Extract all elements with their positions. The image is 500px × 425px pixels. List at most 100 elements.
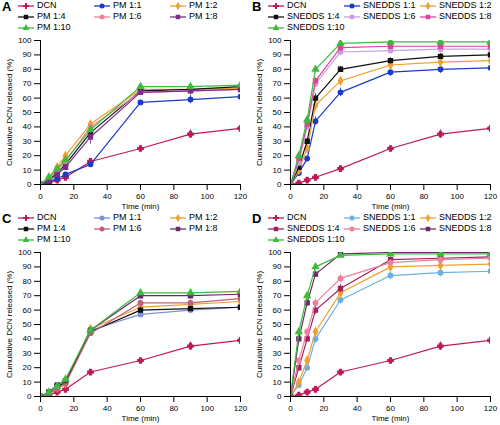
svg-text:60: 60 xyxy=(273,94,282,103)
html-text:PM 1:6: PM 1:6 xyxy=(113,11,142,21)
svg-text:0: 0 xyxy=(27,180,32,189)
svg-text:Cumulative DCN released (%): Cumulative DCN released (%) xyxy=(255,271,264,378)
html-text:A: A xyxy=(2,0,12,14)
svg-text:20: 20 xyxy=(23,363,32,372)
svg-text:50: 50 xyxy=(273,108,282,117)
svg-text:60: 60 xyxy=(386,192,395,201)
html-text:PM 1:2: PM 1:2 xyxy=(189,0,218,10)
svg-text:50: 50 xyxy=(23,320,32,329)
svg-text:40: 40 xyxy=(103,404,112,413)
svg-text:Time (min): Time (min) xyxy=(372,202,410,211)
svg-text:90: 90 xyxy=(23,50,32,59)
svg-text:120: 120 xyxy=(484,192,498,201)
html-text:PM 1:10: PM 1:10 xyxy=(37,22,71,32)
svg-text:20: 20 xyxy=(319,404,328,413)
svg-text:40: 40 xyxy=(353,404,362,413)
svg-text:20: 20 xyxy=(273,151,282,160)
svg-text:100: 100 xyxy=(268,36,282,45)
svg-text:10: 10 xyxy=(273,378,282,387)
html-text:C: C xyxy=(2,211,12,226)
svg-text:30: 30 xyxy=(273,349,282,358)
html-text:PM 1:4: PM 1:4 xyxy=(37,11,66,21)
html-text:DCN: DCN xyxy=(37,212,57,222)
svg-text:0: 0 xyxy=(27,392,32,401)
html-text:PM 1:1: PM 1:1 xyxy=(113,0,142,10)
html-text:SNEDDS 1:2: SNEDDS 1:2 xyxy=(439,0,492,10)
svg-text:10: 10 xyxy=(23,166,32,175)
svg-text:100: 100 xyxy=(450,192,464,201)
svg-text:80: 80 xyxy=(419,404,428,413)
svg-text:60: 60 xyxy=(23,306,32,315)
svg-text:0: 0 xyxy=(38,192,43,201)
svg-text:30: 30 xyxy=(23,349,32,358)
svg-text:10: 10 xyxy=(23,378,32,387)
svg-text:20: 20 xyxy=(69,192,78,201)
svg-text:0: 0 xyxy=(277,180,282,189)
svg-text:20: 20 xyxy=(273,363,282,372)
svg-text:70: 70 xyxy=(23,291,32,300)
svg-text:Cumulative DCN released (%): Cumulative DCN released (%) xyxy=(5,271,14,378)
svg-text:80: 80 xyxy=(23,65,32,74)
svg-text:10: 10 xyxy=(273,166,282,175)
svg-text:40: 40 xyxy=(23,122,32,131)
svg-text:120: 120 xyxy=(234,192,248,201)
html-text:PM 1:1: PM 1:1 xyxy=(113,212,142,222)
svg-text:40: 40 xyxy=(353,192,362,201)
svg-text:40: 40 xyxy=(103,192,112,201)
svg-text:70: 70 xyxy=(273,291,282,300)
svg-text:70: 70 xyxy=(273,79,282,88)
svg-text:40: 40 xyxy=(23,334,32,343)
svg-text:100: 100 xyxy=(200,192,214,201)
html-text:SNEDDS 1:10: SNEDDS 1:10 xyxy=(287,22,345,32)
svg-text:90: 90 xyxy=(273,262,282,271)
html-text:SNEDDS 1:1: SNEDDS 1:1 xyxy=(363,0,416,10)
svg-text:100: 100 xyxy=(268,248,282,257)
svg-text:80: 80 xyxy=(169,404,178,413)
svg-text:Time (min): Time (min) xyxy=(122,202,160,211)
svg-text:50: 50 xyxy=(273,320,282,329)
html-text:DCN: DCN xyxy=(37,0,57,10)
svg-text:20: 20 xyxy=(319,192,328,201)
svg-text:20: 20 xyxy=(69,404,78,413)
svg-text:0: 0 xyxy=(288,192,293,201)
svg-text:Time (min): Time (min) xyxy=(372,414,410,423)
svg-text:0: 0 xyxy=(38,404,43,413)
svg-text:0: 0 xyxy=(277,392,282,401)
svg-text:40: 40 xyxy=(273,122,282,131)
html-text:PM 1:2: PM 1:2 xyxy=(189,212,218,222)
html-text:DCN: DCN xyxy=(287,0,307,10)
svg-text:100: 100 xyxy=(200,404,214,413)
svg-text:60: 60 xyxy=(386,404,395,413)
svg-text:30: 30 xyxy=(23,137,32,146)
svg-text:120: 120 xyxy=(234,404,248,413)
svg-text:90: 90 xyxy=(23,262,32,271)
svg-text:80: 80 xyxy=(273,277,282,286)
svg-text:60: 60 xyxy=(136,192,145,201)
svg-text:120: 120 xyxy=(484,404,498,413)
html-text:SNEDDS 1:8: SNEDDS 1:8 xyxy=(439,11,492,21)
html-text:SNEDDS 1:6: SNEDDS 1:6 xyxy=(363,11,416,21)
html-text:PM 1:8: PM 1:8 xyxy=(189,11,218,21)
svg-text:90: 90 xyxy=(273,50,282,59)
svg-text:0: 0 xyxy=(288,404,293,413)
svg-text:20: 20 xyxy=(23,151,32,160)
svg-text:100: 100 xyxy=(18,248,32,257)
svg-text:80: 80 xyxy=(23,277,32,286)
svg-text:Cumulative DCN released (%): Cumulative DCN released (%) xyxy=(255,59,264,166)
svg-text:Cumulative DCN released (%): Cumulative DCN released (%) xyxy=(5,59,14,166)
svg-text:Time (min): Time (min) xyxy=(122,414,160,423)
svg-text:50: 50 xyxy=(23,108,32,117)
svg-text:100: 100 xyxy=(18,36,32,45)
svg-text:80: 80 xyxy=(419,192,428,201)
svg-text:80: 80 xyxy=(273,65,282,74)
svg-text:60: 60 xyxy=(273,306,282,315)
svg-text:100: 100 xyxy=(450,404,464,413)
svg-text:80: 80 xyxy=(169,192,178,201)
svg-text:60: 60 xyxy=(23,94,32,103)
svg-text:70: 70 xyxy=(23,79,32,88)
svg-text:40: 40 xyxy=(273,334,282,343)
svg-text:30: 30 xyxy=(273,137,282,146)
svg-text:60: 60 xyxy=(136,404,145,413)
html-text:B: B xyxy=(252,0,262,14)
html-text:SNEDDS 1:4: SNEDDS 1:4 xyxy=(287,11,340,21)
